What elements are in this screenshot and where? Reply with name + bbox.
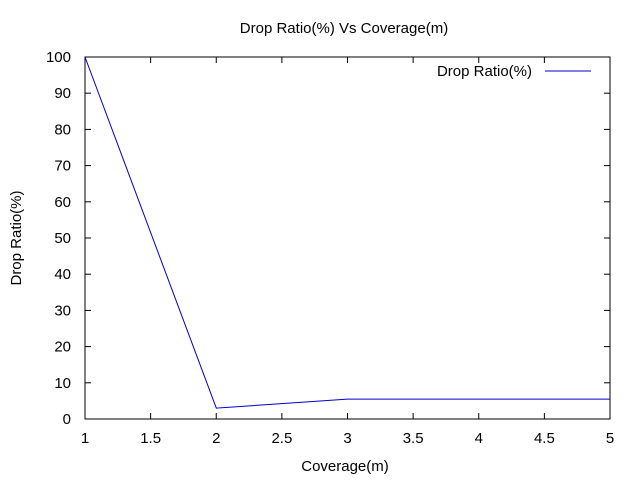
y-tick-label: 10 bbox=[54, 375, 71, 392]
x-tick-label: 2.5 bbox=[271, 430, 292, 447]
y-tick-label: 30 bbox=[54, 302, 71, 319]
legend: Drop Ratio(%) bbox=[437, 63, 591, 80]
x-axis-label: Coverage(m) bbox=[301, 458, 389, 475]
y-tick-label: 40 bbox=[54, 266, 71, 283]
x-tick-label: 3 bbox=[343, 430, 351, 447]
y-axis: 0 10 20 30 40 50 60 70 80 90 100 bbox=[46, 49, 610, 428]
x-tick-label: 5 bbox=[606, 430, 614, 447]
y-tick-label: 60 bbox=[54, 194, 71, 211]
chart-title: Drop Ratio(%) Vs Coverage(m) bbox=[240, 20, 448, 37]
x-tick-label: 1 bbox=[81, 430, 89, 447]
y-tick-label: 50 bbox=[54, 230, 71, 247]
y-tick-label: 70 bbox=[54, 158, 71, 175]
x-tick-label: 4.5 bbox=[534, 430, 555, 447]
series-group bbox=[84, 56, 610, 409]
x-tick-label: 4 bbox=[475, 430, 483, 447]
x-tick-label: 2 bbox=[212, 430, 220, 447]
y-tick-label: 20 bbox=[54, 339, 71, 356]
series-line bbox=[84, 56, 610, 409]
plot-area-frame bbox=[84, 56, 611, 420]
y-tick-label: 80 bbox=[54, 121, 71, 138]
y-tick-label: 100 bbox=[46, 49, 71, 66]
x-tick-label: 1.5 bbox=[140, 430, 161, 447]
y-tick-label: 0 bbox=[63, 411, 71, 428]
x-axis: 1 1.5 2 2.5 3 3.5 4 4.5 5 bbox=[81, 57, 614, 447]
y-tick-label: 90 bbox=[54, 85, 71, 102]
x-tick-label: 3.5 bbox=[403, 430, 424, 447]
legend-label: Drop Ratio(%) bbox=[437, 63, 532, 80]
y-axis-label: Drop Ratio(%) bbox=[8, 190, 25, 285]
